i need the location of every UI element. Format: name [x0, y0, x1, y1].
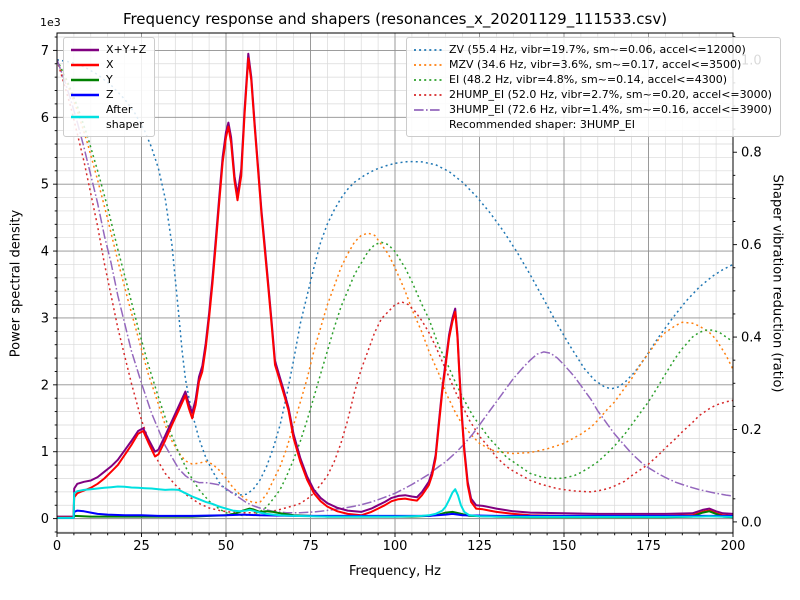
- legend-swatch: [414, 108, 442, 111]
- x-tick-label: 50: [218, 539, 235, 554]
- legend-label: After shaper: [106, 103, 144, 131]
- legend-item: EI (48.2 Hz, vibr=4.8%, sm~=0.14, accel<…: [413, 72, 772, 87]
- psd-tick-label: 2: [41, 378, 49, 393]
- x-tick-label: 200: [721, 539, 746, 554]
- legend-item: X+Y+Z: [70, 42, 146, 57]
- legend-item: X: [70, 57, 146, 72]
- legend-item: After shaper: [70, 102, 146, 132]
- series-3HUMP_EI: [57, 59, 733, 514]
- series-group: [57, 52, 733, 519]
- x-tick-label: 0: [53, 539, 61, 554]
- legend-label: 3HUMP_EI (72.6 Hz, vibr=1.4%, sm~=0.16, …: [449, 103, 772, 116]
- series-X: [57, 57, 733, 519]
- legend-item: 2HUMP_EI (52.0 Hz, vibr=2.7%, sm~=0.20, …: [413, 87, 772, 102]
- psd-tick-label: 1: [41, 445, 49, 460]
- legend-swatch: [71, 115, 99, 119]
- series-2HUMP_EI: [57, 59, 733, 514]
- x-tick-label: 175: [636, 539, 661, 554]
- ratio-tick-label: 0.8: [741, 146, 762, 161]
- minor-grid: [57, 33, 733, 533]
- x-tick-label: 125: [467, 539, 492, 554]
- legend-label: MZV (34.6 Hz, vibr=3.6%, sm~=0.17, accel…: [449, 58, 742, 71]
- x-tick-label: 150: [552, 539, 577, 554]
- legend-swatch: [414, 63, 442, 66]
- ratio-tick-label: 0.0: [741, 515, 762, 530]
- psd-tick-label: 5: [41, 178, 49, 193]
- legend-label: Y: [106, 73, 113, 86]
- figure-title: Frequency response and shapers (resonanc…: [122, 10, 668, 28]
- x-tick-label: 100: [383, 539, 408, 554]
- legend-swatch: [71, 93, 99, 96]
- ratio-tick-label: 0.4: [741, 331, 762, 346]
- legend-swatch: [71, 78, 99, 81]
- psd-tick-label: 3: [41, 311, 49, 326]
- legend-item: MZV (34.6 Hz, vibr=3.6%, sm~=0.17, accel…: [413, 57, 772, 72]
- x-tick-label: 75: [302, 539, 319, 554]
- series-EI: [57, 59, 733, 517]
- ratio-tick-label: 0.2: [741, 423, 762, 438]
- legend-swatch: [71, 63, 99, 66]
- legend-label: Z: [106, 88, 114, 101]
- series-After-shaper: [57, 485, 733, 519]
- x-tick-label: 25: [133, 539, 150, 554]
- shaper-axis-label: Shaper vibration reduction (ratio): [769, 174, 785, 393]
- legend-label: X: [106, 58, 114, 71]
- legend-swatch: [71, 48, 99, 51]
- shaper-legend: ZV (55.4 Hz, vibr=19.7%, sm~=0.06, accel…: [406, 37, 781, 137]
- psd-axis-offset-text: 1e3: [40, 16, 61, 29]
- legend-swatch: [414, 48, 442, 51]
- legend-label: X+Y+Z: [106, 43, 147, 56]
- legend-swatch: [414, 78, 442, 81]
- psd-tick-label: 4: [41, 245, 49, 260]
- legend-swatch: [414, 93, 442, 96]
- series-ZV: [57, 59, 733, 496]
- plot-border: [56, 32, 734, 534]
- legend-label: EI (48.2 Hz, vibr=4.8%, sm~=0.14, accel<…: [449, 73, 727, 86]
- psd-tick-label: 7: [41, 44, 49, 59]
- psd-tick-label: 0: [41, 512, 49, 527]
- ratio-tick-label: 0.6: [741, 238, 762, 253]
- legend-label: 2HUMP_EI (52.0 Hz, vibr=2.7%, sm~=0.20, …: [449, 88, 772, 101]
- legend-item: ZV (55.4 Hz, vibr=19.7%, sm~=0.06, accel…: [413, 42, 772, 57]
- legend-item: Y: [70, 72, 146, 87]
- psd-tick-label: 6: [41, 111, 49, 126]
- recommended-shaper-note: Recommended shaper: 3HUMP_EI: [449, 118, 635, 131]
- legend-item: Z: [70, 87, 146, 102]
- x-axis-label: Frequency, Hz: [348, 564, 442, 579]
- legend-label: ZV (55.4 Hz, vibr=19.7%, sm~=0.06, accel…: [449, 43, 746, 56]
- psd-axis-label: Power spectral density: [8, 209, 24, 358]
- legend-item: 3HUMP_EI (72.6 Hz, vibr=1.4%, sm~=0.16, …: [413, 102, 772, 117]
- psd-legend: X+Y+Z X Y Z After shaper: [63, 37, 156, 137]
